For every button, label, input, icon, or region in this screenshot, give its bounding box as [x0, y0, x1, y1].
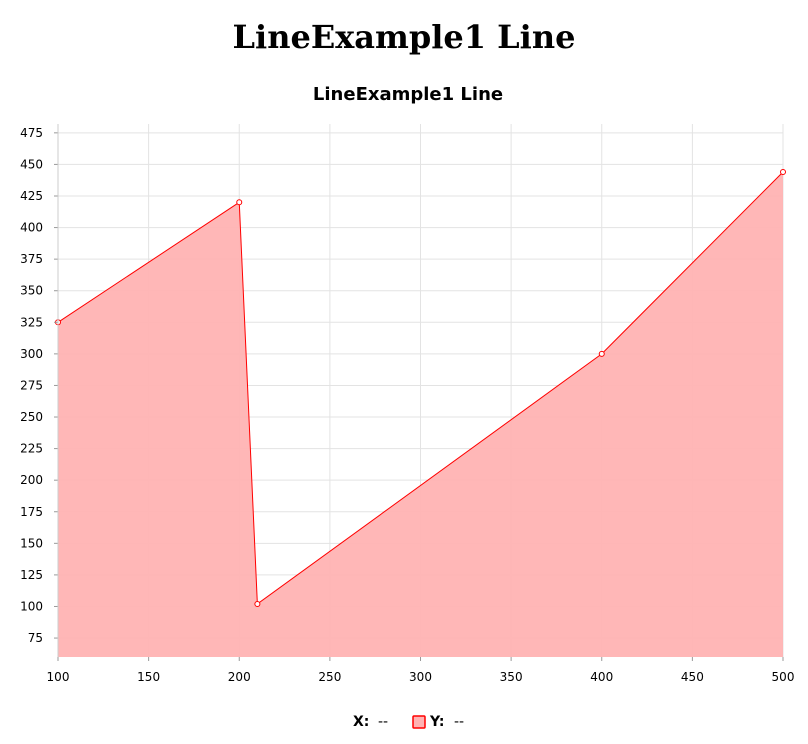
- x-axis: 100 150 200 250 300 350 400 450 500: [47, 657, 795, 684]
- y-tick-label: 250: [20, 410, 43, 424]
- y-tick-label: 325: [20, 315, 43, 329]
- page-title: LineExample1 Line: [232, 18, 576, 56]
- x-tick-label: 300: [409, 670, 432, 684]
- y-tick-label: 300: [20, 347, 43, 361]
- legend-x-label: X:: [353, 714, 369, 730]
- y-tick-label: 275: [20, 378, 43, 392]
- x-tick-label: 150: [137, 670, 160, 684]
- legend-y-value: --: [454, 714, 464, 730]
- x-tick-label: 100: [47, 670, 70, 684]
- y-tick-label: 125: [20, 568, 43, 582]
- chart-title: LineExample1 Line: [313, 84, 503, 105]
- x-tick-label: 350: [500, 670, 523, 684]
- legend-swatch-icon: [412, 715, 426, 729]
- y-tick-label: 100: [20, 599, 43, 613]
- y-tick-label: 450: [20, 157, 43, 171]
- y-tick-label: 75: [28, 631, 43, 645]
- legend: X: -- Y: --: [353, 714, 464, 730]
- x-tick-label: 450: [681, 670, 704, 684]
- x-tick-label: 500: [772, 670, 795, 684]
- y-tick-label: 225: [20, 442, 43, 456]
- x-tick-label: 400: [590, 670, 613, 684]
- y-tick-label: 175: [20, 505, 43, 519]
- y-tick-label: 400: [20, 221, 43, 235]
- series-area-fill: [58, 171, 783, 658]
- data-point: [780, 168, 786, 175]
- legend-x-value: --: [378, 714, 388, 730]
- y-axis: 75 100 125 150 175 200 225 250 275 300 325 350 375 40…: [20, 124, 59, 657]
- y-tick-label: 200: [20, 473, 43, 487]
- data-point: [236, 199, 243, 206]
- x-tick-label: 250: [318, 670, 341, 684]
- data-point: [598, 350, 605, 357]
- y-tick-label: 150: [20, 536, 43, 550]
- legend-y-label: Y:: [429, 714, 445, 730]
- y-tick-label: 375: [20, 252, 43, 266]
- y-tick-label: 425: [20, 189, 43, 203]
- data-point: [254, 600, 261, 607]
- series-area: [58, 171, 783, 658]
- y-tick-label: 475: [20, 126, 43, 140]
- y-tick-label: 350: [20, 284, 43, 298]
- x-tick-label: 200: [228, 670, 251, 684]
